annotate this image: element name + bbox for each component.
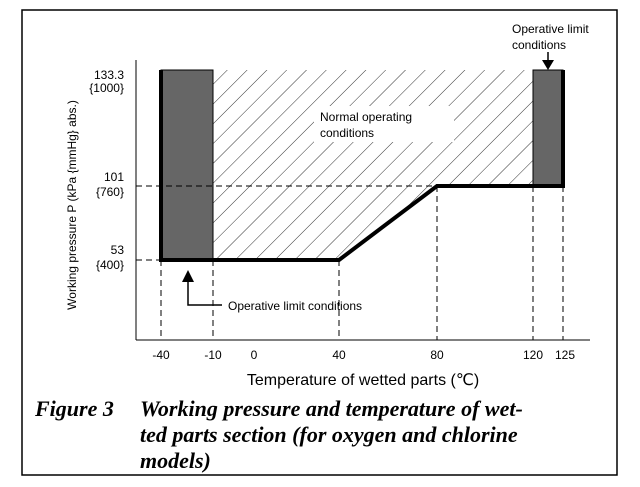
y-label: {400} bbox=[96, 258, 124, 272]
arrow bbox=[187, 282, 222, 306]
normal-label: Normal operating bbox=[320, 110, 412, 124]
boundary bbox=[159, 70, 565, 262]
x-label: -10 bbox=[204, 348, 222, 362]
arrow-head bbox=[182, 270, 194, 282]
caption-number: Figure 3 bbox=[34, 396, 114, 421]
limit-region-left bbox=[160, 69, 214, 261]
y-label: {760} bbox=[96, 185, 124, 199]
x-axis-title: Temperature of wetted parts (℃) bbox=[247, 372, 479, 389]
limit-label: conditions bbox=[512, 38, 566, 52]
x-label: 120 bbox=[523, 348, 543, 362]
normal-region bbox=[213, 70, 533, 260]
y-axis-title: Working pressure P (kPa {mmHg} abs.) bbox=[65, 100, 79, 310]
x-label: -40 bbox=[152, 348, 170, 362]
limit-label: Operative limit conditions bbox=[228, 299, 362, 313]
x-labels: -40 -10 0 40 80 120 125 bbox=[152, 348, 575, 362]
caption-line: models) bbox=[140, 448, 211, 473]
frame bbox=[21, 9, 618, 476]
arrow-head bbox=[542, 60, 554, 70]
x-label: 125 bbox=[555, 348, 575, 362]
limit-label: Operative limit bbox=[512, 22, 589, 36]
limit-region-right bbox=[532, 69, 564, 187]
x-label: 40 bbox=[332, 348, 346, 362]
y-labels: 133.3 {1000} 101 {760} 53 {400} bbox=[89, 68, 124, 272]
y-label: 53 bbox=[111, 243, 125, 257]
y-label: 101 bbox=[104, 170, 124, 184]
label-bg bbox=[314, 106, 454, 142]
y-label: 133.3 bbox=[94, 68, 124, 82]
guides bbox=[136, 185, 564, 340]
x-label: 80 bbox=[430, 348, 444, 362]
normal-label: conditions bbox=[320, 126, 374, 140]
y-label: {1000} bbox=[89, 81, 124, 95]
caption-line: Working pressure and temperature of wet- bbox=[140, 396, 523, 421]
x-label: 0 bbox=[251, 348, 258, 362]
caption-line: ted parts section (for oxygen and chlori… bbox=[140, 422, 518, 447]
